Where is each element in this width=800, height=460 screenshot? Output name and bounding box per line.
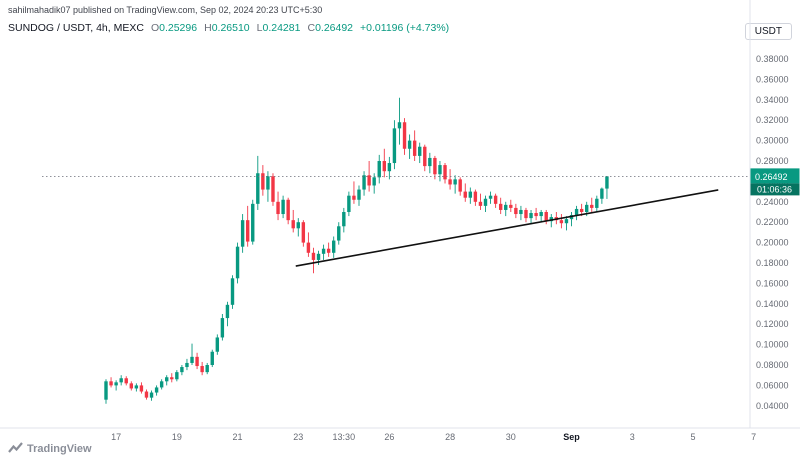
symbol-legend[interactable]: SUNDOG / USDT, 4h, MEXC O0.25296 H0.2651…: [8, 22, 449, 34]
svg-text:7: 7: [751, 432, 756, 442]
svg-text:26: 26: [384, 432, 394, 442]
svg-text:19: 19: [172, 432, 182, 442]
svg-text:0.10000: 0.10000: [756, 340, 789, 350]
svg-text:0.34000: 0.34000: [756, 95, 789, 105]
svg-text:0.04000: 0.04000: [756, 401, 789, 411]
svg-text:0.12000: 0.12000: [756, 319, 789, 329]
price-change: +0.01196 (+4.73%): [360, 22, 450, 34]
svg-text:21: 21: [233, 432, 243, 442]
symbol-title: SUNDOG / USDT, 4h, MEXC: [8, 22, 144, 34]
svg-text:0.14000: 0.14000: [756, 299, 789, 309]
price-axis[interactable]: 0.38000 0.36000 0.34000 0.32000 0.30000 0.280…: [756, 54, 789, 411]
svg-text:0.32000: 0.32000: [756, 115, 789, 125]
svg-text:0.22000: 0.22000: [756, 217, 789, 227]
svg-text:0.18000: 0.18000: [756, 258, 789, 268]
svg-text:0.28000: 0.28000: [756, 156, 789, 166]
svg-text:0.38000: 0.38000: [756, 54, 789, 64]
currency-unit-button[interactable]: USDT: [744, 23, 792, 40]
tradingview-logo-icon: [8, 442, 23, 453]
svg-text:Sep: Sep: [563, 432, 580, 442]
ohlc-high: H0.26510: [204, 22, 250, 34]
svg-text:28: 28: [445, 432, 455, 442]
candlestick-series[interactable]: [104, 97, 609, 404]
axis-frame: [0, 0, 800, 429]
svg-text:0.20000: 0.20000: [756, 238, 789, 248]
ohlc-close: C0.26492: [307, 22, 354, 34]
svg-text:0.24000: 0.24000: [756, 197, 789, 207]
svg-text:30: 30: [506, 432, 516, 442]
svg-text:0.36000: 0.36000: [756, 74, 789, 84]
svg-text:0.30000: 0.30000: [756, 136, 789, 146]
last-price-badge: 0.26492 01:06:36: [750, 168, 800, 196]
svg-text:0.06000: 0.06000: [756, 380, 789, 390]
time-axis[interactable]: 17 19 21 23 13:30 26 28 30 Sep 3 5 7: [111, 432, 756, 442]
svg-text:01:06:36: 01:06:36: [757, 184, 792, 194]
svg-text:3: 3: [630, 432, 635, 442]
trendline[interactable]: [295, 189, 719, 267]
ohlc-low: L0.24281: [256, 22, 301, 34]
ohlc-open: O0.25296: [150, 22, 198, 34]
svg-text:0.08000: 0.08000: [756, 360, 789, 370]
attribution-text: sahilmahadik07 published on TradingView.…: [8, 5, 323, 15]
svg-text:0.26492: 0.26492: [755, 172, 788, 182]
watermark-label: TradingView: [27, 442, 92, 455]
svg-text:13:30: 13:30: [333, 432, 356, 442]
svg-text:23: 23: [293, 432, 303, 442]
tradingview-watermark[interactable]: TradingView: [8, 441, 92, 456]
svg-text:5: 5: [690, 432, 695, 442]
svg-text:17: 17: [111, 432, 121, 442]
svg-text:0.16000: 0.16000: [756, 278, 789, 288]
